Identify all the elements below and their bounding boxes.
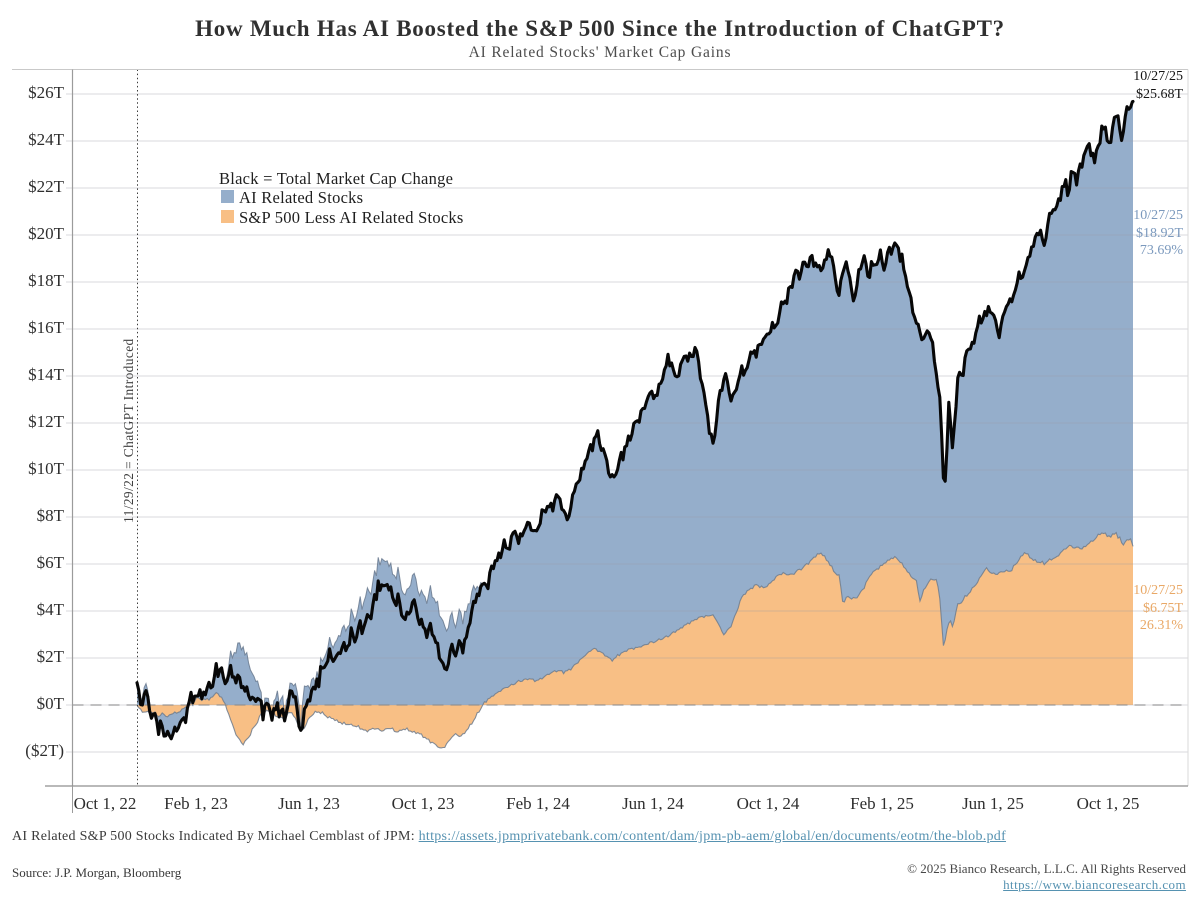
- svg-text:11/29/22 = ChatGPT Introduced: 11/29/22 = ChatGPT Introduced: [121, 338, 136, 523]
